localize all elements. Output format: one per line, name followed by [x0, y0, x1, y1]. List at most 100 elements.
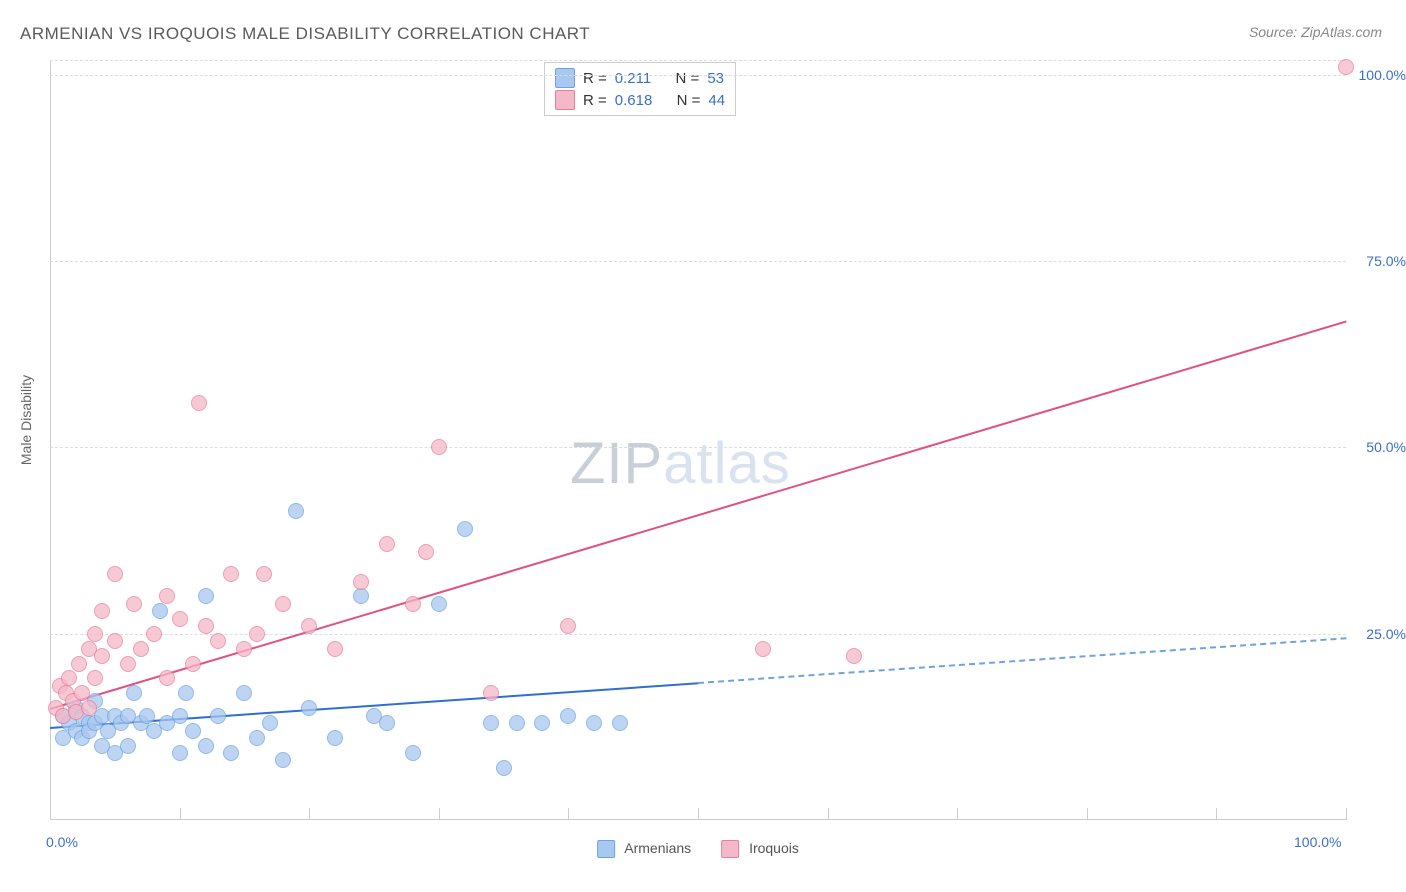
gridline-h — [50, 261, 1346, 262]
marker-armenians — [509, 715, 525, 731]
marker-iroquois — [81, 700, 97, 716]
y-tick-label: 25.0% — [1366, 626, 1406, 642]
stats-n-label: N = — [677, 92, 701, 109]
stats-swatch-armenians — [555, 68, 575, 88]
marker-iroquois — [210, 633, 226, 649]
stats-row-armenians: R = 0.211 N = 53 — [555, 67, 725, 89]
stats-n-iroquois: 44 — [708, 92, 725, 109]
marker-iroquois — [172, 611, 188, 627]
x-tick — [828, 808, 829, 820]
legend-swatch-iroquois — [721, 840, 739, 858]
bottom-legend: Armenians Iroquois — [597, 840, 799, 858]
marker-armenians — [152, 603, 168, 619]
marker-iroquois — [560, 618, 576, 634]
marker-armenians — [236, 685, 252, 701]
marker-armenians — [249, 730, 265, 746]
marker-iroquois — [94, 603, 110, 619]
marker-armenians — [139, 708, 155, 724]
marker-iroquois — [107, 566, 123, 582]
watermark: ZIPatlas — [570, 430, 791, 497]
marker-armenians — [327, 730, 343, 746]
x-tick — [957, 808, 958, 820]
marker-iroquois — [256, 566, 272, 582]
x-tick — [309, 808, 310, 820]
marker-iroquois — [74, 685, 90, 701]
marker-iroquois — [107, 633, 123, 649]
marker-iroquois — [846, 648, 862, 664]
marker-armenians — [275, 752, 291, 768]
marker-armenians — [496, 760, 512, 776]
y-axis-label: Male Disability — [18, 375, 34, 465]
gridline-h — [50, 634, 1346, 635]
marker-iroquois — [275, 596, 291, 612]
marker-armenians — [483, 715, 499, 731]
stats-row-iroquois: R = 0.618 N = 44 — [555, 89, 725, 111]
marker-armenians — [586, 715, 602, 731]
marker-iroquois — [146, 626, 162, 642]
y-tick-label: 75.0% — [1366, 253, 1406, 269]
marker-iroquois — [133, 641, 149, 657]
stats-r-label: R = — [583, 92, 607, 109]
chart-container: ARMENIAN VS IROQUOIS MALE DISABILITY COR… — [0, 0, 1406, 892]
marker-armenians — [172, 708, 188, 724]
x-tick-label: 100.0% — [1294, 834, 1341, 850]
marker-iroquois — [71, 656, 87, 672]
marker-iroquois — [126, 596, 142, 612]
chart-source: Source: ZipAtlas.com — [1249, 24, 1382, 40]
marker-iroquois — [249, 626, 265, 642]
marker-armenians — [431, 596, 447, 612]
marker-armenians — [457, 521, 473, 537]
stats-r-label: R = — [583, 70, 607, 87]
marker-armenians — [612, 715, 628, 731]
marker-iroquois — [94, 648, 110, 664]
marker-iroquois — [301, 618, 317, 634]
marker-iroquois — [236, 641, 252, 657]
marker-iroquois — [1338, 59, 1354, 75]
marker-armenians — [185, 723, 201, 739]
marker-iroquois — [191, 395, 207, 411]
legend-item-armenians: Armenians — [597, 840, 691, 858]
marker-iroquois — [405, 596, 421, 612]
stats-n-armenians: 53 — [707, 70, 724, 87]
marker-armenians — [534, 715, 550, 731]
marker-armenians — [560, 708, 576, 724]
marker-iroquois — [755, 641, 771, 657]
legend-label-armenians: Armenians — [624, 840, 691, 856]
watermark-atlas: atlas — [663, 431, 791, 496]
gridline-h — [50, 75, 1346, 76]
y-tick-label: 50.0% — [1366, 439, 1406, 455]
x-tick — [439, 808, 440, 820]
y-tick-label: 100.0% — [1359, 67, 1406, 83]
marker-iroquois — [185, 656, 201, 672]
x-tick — [50, 808, 51, 820]
marker-iroquois — [431, 439, 447, 455]
marker-armenians — [120, 738, 136, 754]
marker-iroquois — [379, 536, 395, 552]
stats-r-iroquois: 0.618 — [615, 92, 653, 109]
marker-iroquois — [353, 574, 369, 590]
marker-iroquois — [327, 641, 343, 657]
stats-swatch-iroquois — [555, 90, 575, 110]
marker-armenians — [262, 715, 278, 731]
marker-iroquois — [87, 670, 103, 686]
marker-armenians — [301, 700, 317, 716]
stats-n-label: N = — [676, 70, 700, 87]
marker-armenians — [172, 745, 188, 761]
marker-iroquois — [120, 656, 136, 672]
marker-iroquois — [87, 626, 103, 642]
x-tick — [180, 808, 181, 820]
marker-armenians — [405, 745, 421, 761]
marker-armenians — [210, 708, 226, 724]
gridline-h — [50, 60, 1346, 61]
marker-iroquois — [61, 670, 77, 686]
chart-title: ARMENIAN VS IROQUOIS MALE DISABILITY COR… — [20, 24, 590, 44]
legend-label-iroquois: Iroquois — [749, 840, 799, 856]
marker-iroquois — [483, 685, 499, 701]
legend-item-iroquois: Iroquois — [721, 840, 799, 858]
x-tick — [568, 808, 569, 820]
marker-armenians — [198, 738, 214, 754]
x-tick — [698, 808, 699, 820]
gridline-h — [50, 447, 1346, 448]
marker-armenians — [178, 685, 194, 701]
watermark-zip: ZIP — [570, 431, 663, 496]
